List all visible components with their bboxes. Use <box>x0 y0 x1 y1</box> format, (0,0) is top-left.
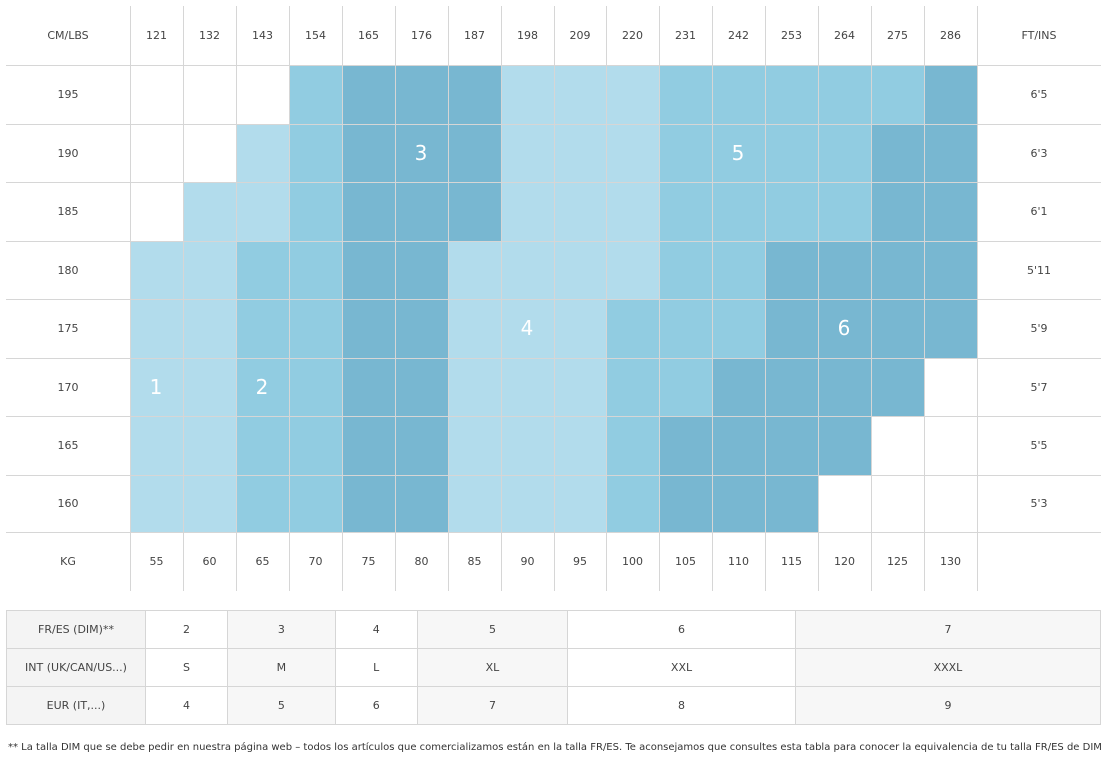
kg-value: 120 <box>834 555 855 568</box>
zone-label-6: 6 <box>837 316 851 340</box>
lbs-value: 209 <box>569 29 591 42</box>
zone-4-block <box>554 475 606 532</box>
size-row: EUR (IT,...) 4 5 6 7 8 9 <box>6 686 1102 725</box>
size-cell: 6 <box>334 686 418 725</box>
size-zones-svg <box>6 6 1101 591</box>
size-row-label: FR/ES (DIM)** <box>6 610 146 649</box>
size-cell: M <box>227 648 336 687</box>
ftins-value: 6'3 <box>1030 146 1048 160</box>
lbs-value: 275 <box>887 29 908 42</box>
kg-value: 110 <box>728 555 749 568</box>
lbs-value: 176 <box>411 29 432 42</box>
lbs-value: 231 <box>675 29 696 42</box>
zone-label-1: 1 <box>149 375 163 399</box>
kg-value: 95 <box>573 555 587 568</box>
zone-5-block <box>606 416 659 532</box>
zone-1-block <box>183 182 236 241</box>
zone-label-4: 4 <box>520 316 534 340</box>
zone-6-block <box>659 475 818 532</box>
zone-5-block <box>659 65 924 124</box>
footnote: ** La talla DIM que se debe pedir en nue… <box>8 742 1102 753</box>
size-row-label: INT (UK/CAN/US...) <box>6 648 146 687</box>
size-cell: 5 <box>416 610 569 649</box>
corner-right-label: FT/INS <box>1021 29 1057 42</box>
cm-value: 190 <box>57 146 79 160</box>
kg-value: 90 <box>520 555 535 568</box>
size-cell: 7 <box>416 686 569 725</box>
size-cell: XXXL <box>794 648 1102 687</box>
kg-value: 80 <box>414 555 429 568</box>
size-cell: 9 <box>794 686 1102 725</box>
ftins-value: 6'5 <box>1030 88 1048 101</box>
ftins-value: 5'5 <box>1030 439 1048 452</box>
lbs-value: 154 <box>305 29 326 42</box>
size-cell: L <box>334 648 418 687</box>
cm-value: 195 <box>57 88 79 101</box>
size-cell: 6 <box>567 610 796 649</box>
cm-value: 170 <box>57 380 79 394</box>
lbs-value: 187 <box>464 29 485 42</box>
kg-value: 85 <box>467 555 482 568</box>
size-row: FR/ES (DIM)** 2 3 4 5 6 7 <box>6 610 1102 649</box>
kg-value: 125 <box>887 555 908 568</box>
zone-2-block <box>289 65 342 241</box>
size-cell: 4 <box>334 610 418 649</box>
lbs-value: 286 <box>940 29 961 42</box>
lbs-value: 165 <box>358 29 379 42</box>
lbs-value: 220 <box>622 29 643 42</box>
size-cell: XL <box>416 648 569 687</box>
ftins-value: 6'1 <box>1030 205 1048 218</box>
lbs-value: 143 <box>252 29 273 42</box>
kg-value: 65 <box>255 555 270 568</box>
cm-value: 180 <box>57 263 79 277</box>
ftins-value: 5'7 <box>1030 380 1048 394</box>
size-equivalence-table: FR/ES (DIM)** 2 3 4 5 6 7 INT (UK/CAN/US...) S M L… <box>6 610 1102 725</box>
cm-value: 175 <box>57 322 79 335</box>
size-cell: 7 <box>794 610 1102 649</box>
size-cell: XXL <box>567 648 796 687</box>
zone-5-block <box>712 299 765 358</box>
zone-label-2: 2 <box>255 375 269 399</box>
kg-value: 105 <box>675 555 696 568</box>
kg-value: 115 <box>781 555 802 568</box>
kg-value: 100 <box>622 555 643 568</box>
zone-6-block <box>924 65 977 124</box>
size-row-label: EUR (IT,...) <box>6 686 146 725</box>
kg-value: 70 <box>308 555 323 568</box>
size-cell: 4 <box>144 686 229 725</box>
lbs-value: 132 <box>199 29 220 42</box>
size-cell: 8 <box>567 686 796 725</box>
zone-5-block <box>606 358 659 416</box>
lbs-value: 242 <box>728 29 749 42</box>
cm-value: 165 <box>57 439 79 452</box>
ftins-value: 5'9 <box>1030 322 1048 335</box>
ftins-value: 5'3 <box>1030 497 1048 510</box>
kg-value: 55 <box>149 555 164 568</box>
ftins-value: 5'11 <box>1026 263 1052 277</box>
kg-value: 60 <box>202 555 217 568</box>
size-cell: 3 <box>227 610 336 649</box>
lbs-value: 121 <box>146 29 167 42</box>
kg-value: 75 <box>361 555 376 568</box>
lbs-value: 264 <box>834 29 855 42</box>
zone-label-3: 3 <box>414 141 428 165</box>
zone-label-5: 5 <box>731 141 745 165</box>
cm-value: 185 <box>57 205 79 218</box>
kg-label: KG <box>60 555 76 568</box>
cm-value: 160 <box>57 497 79 510</box>
corner-left-label: CM/LBS <box>47 29 89 42</box>
size-cell: S <box>144 648 229 687</box>
zone-3-block <box>448 65 501 241</box>
kg-value: 130 <box>940 555 961 568</box>
zone-5-block <box>659 358 712 416</box>
size-cell: 5 <box>227 686 336 725</box>
size-cell: 2 <box>144 610 229 649</box>
lbs-value: 253 <box>781 29 802 42</box>
zone-4-block <box>554 416 606 475</box>
size-row: INT (UK/CAN/US...) S M L XL XXL XXXL <box>6 648 1102 687</box>
lbs-value: 198 <box>517 29 538 42</box>
